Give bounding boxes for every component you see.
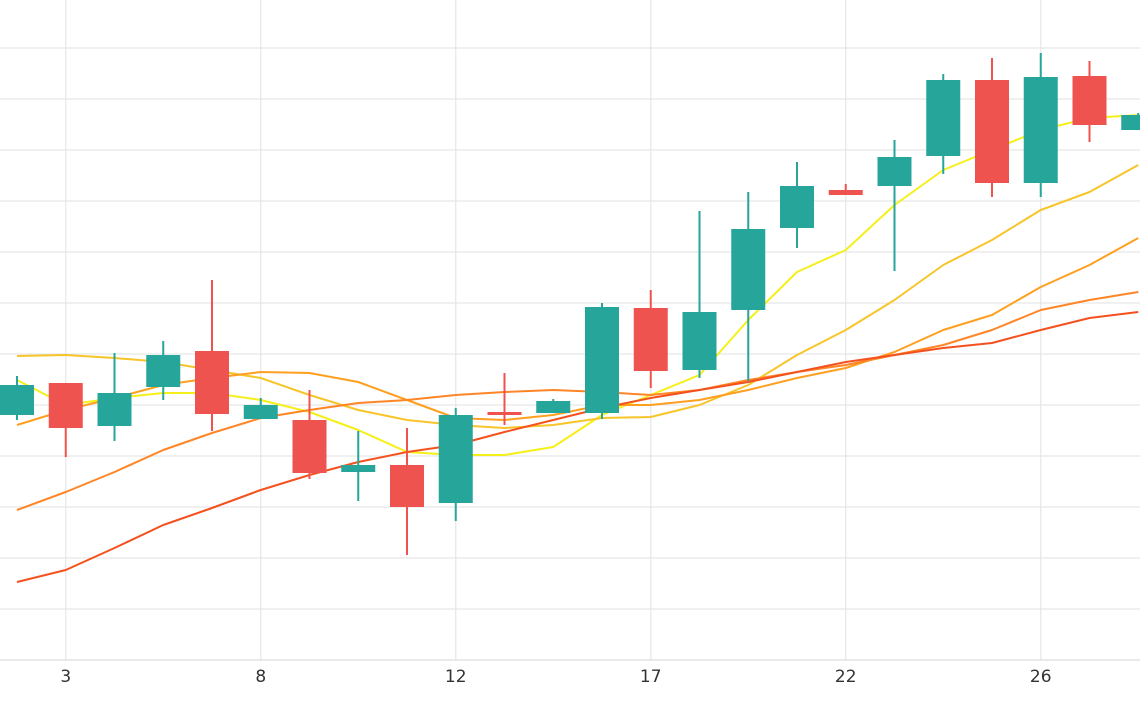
candle-body <box>341 465 376 472</box>
candle-body <box>0 385 34 415</box>
candle-body <box>877 157 912 186</box>
candle-body <box>48 383 83 428</box>
x-tick-label: 17 <box>640 667 662 687</box>
candle-body <box>1072 76 1107 125</box>
moving-average-line <box>16 311 1139 583</box>
candle-body <box>390 465 424 507</box>
grid <box>0 0 1140 660</box>
moving-averages <box>16 114 1139 583</box>
moving-average-line <box>16 291 1139 511</box>
candle-body <box>975 80 1009 183</box>
candle-body <box>243 405 278 419</box>
x-tick-label: 22 <box>835 667 857 687</box>
candle-body <box>487 412 522 415</box>
candle-body <box>292 420 327 473</box>
x-tick-label: 26 <box>1030 667 1052 687</box>
candle-body <box>438 415 473 503</box>
candle-body <box>780 186 814 228</box>
candle-body <box>1023 77 1058 183</box>
candle-body <box>1121 115 1140 130</box>
candle-body <box>633 308 668 371</box>
candle-body <box>585 307 619 413</box>
candles <box>0 53 1140 555</box>
moving-average-line <box>16 237 1139 426</box>
candle-body <box>828 190 863 195</box>
candle-body <box>195 351 229 414</box>
x-axis: 3 8 12 17 22 26 <box>0 659 1140 687</box>
x-tick-label: 8 <box>255 667 266 687</box>
x-tick-label: 12 <box>445 667 467 687</box>
candle-body <box>926 80 961 156</box>
candle-body <box>731 229 766 310</box>
candle-body <box>146 355 181 387</box>
moving-average-line <box>16 164 1139 429</box>
moving-average-line <box>16 114 1139 456</box>
x-tick-label: 3 <box>60 667 71 687</box>
candle-body <box>536 401 571 413</box>
candle-body <box>97 393 132 426</box>
candle-body <box>682 312 717 370</box>
